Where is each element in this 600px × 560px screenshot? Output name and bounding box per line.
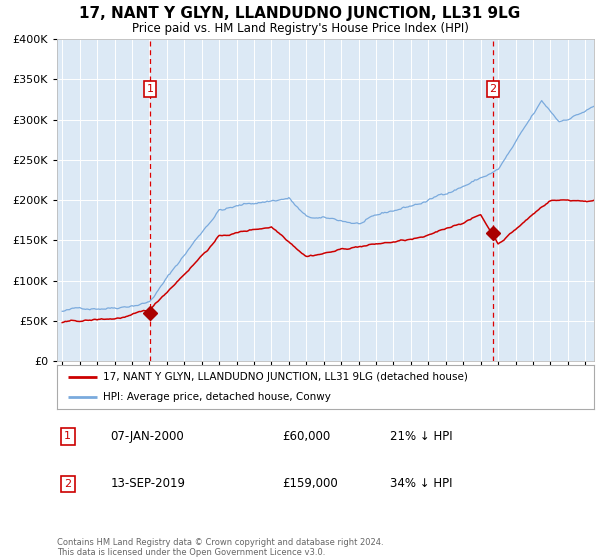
Text: £159,000: £159,000 bbox=[283, 477, 338, 491]
Text: 1: 1 bbox=[64, 431, 71, 441]
Text: £60,000: £60,000 bbox=[283, 430, 331, 443]
Text: 34% ↓ HPI: 34% ↓ HPI bbox=[390, 477, 452, 491]
Text: Contains HM Land Registry data © Crown copyright and database right 2024.
This d: Contains HM Land Registry data © Crown c… bbox=[57, 538, 383, 557]
Text: 17, NANT Y GLYN, LLANDUDNO JUNCTION, LL31 9LG: 17, NANT Y GLYN, LLANDUDNO JUNCTION, LL3… bbox=[79, 6, 521, 21]
Text: 21% ↓ HPI: 21% ↓ HPI bbox=[390, 430, 452, 443]
Text: 1: 1 bbox=[146, 84, 154, 94]
Text: Price paid vs. HM Land Registry's House Price Index (HPI): Price paid vs. HM Land Registry's House … bbox=[131, 22, 469, 35]
Text: 17, NANT Y GLYN, LLANDUDNO JUNCTION, LL31 9LG (detached house): 17, NANT Y GLYN, LLANDUDNO JUNCTION, LL3… bbox=[103, 372, 467, 382]
Text: 13-SEP-2019: 13-SEP-2019 bbox=[111, 477, 186, 491]
Text: 07-JAN-2000: 07-JAN-2000 bbox=[111, 430, 184, 443]
Text: 2: 2 bbox=[64, 479, 71, 489]
Text: HPI: Average price, detached house, Conwy: HPI: Average price, detached house, Conw… bbox=[103, 392, 331, 402]
Text: 2: 2 bbox=[490, 84, 497, 94]
